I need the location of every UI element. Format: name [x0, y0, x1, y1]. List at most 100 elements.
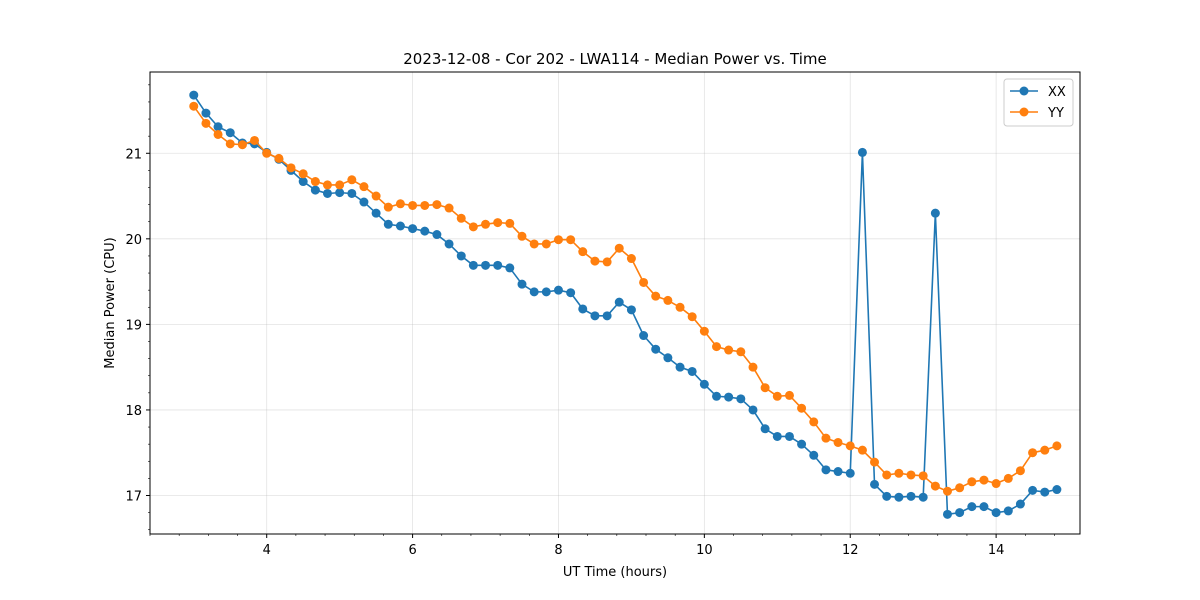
tick-layer: 4 6 8 10 12 14 17 18 19 20 21 [125, 84, 1055, 558]
data-point-yy [481, 219, 491, 229]
legend-label-yy: YY [1047, 106, 1064, 121]
data-point-xx [809, 450, 819, 460]
data-point-yy [359, 182, 369, 192]
data-point-xx [626, 305, 636, 315]
data-point-yy [1015, 466, 1025, 476]
data-point-xx [201, 108, 211, 118]
data-point-xx [724, 392, 734, 402]
legend: XX YY [1003, 78, 1074, 127]
data-point-xx [870, 479, 880, 489]
data-point-yy [395, 199, 405, 209]
data-point-yy [870, 457, 880, 467]
data-point-yy [1003, 473, 1013, 483]
data-point-yy [383, 202, 393, 212]
data-point-yy [1052, 441, 1062, 451]
data-point-xx [821, 465, 831, 475]
data-point-xx [371, 208, 381, 218]
data-point-xx [359, 197, 369, 207]
data-point-yy [724, 345, 734, 355]
data-point-xx [955, 508, 965, 518]
data-point-yy [274, 153, 284, 163]
y-tick-label: 21 [125, 147, 142, 162]
data-point-xx [1040, 487, 1050, 497]
data-point-yy [991, 479, 1001, 489]
data-point-xx [529, 287, 539, 297]
y-tick-label: 17 [125, 490, 142, 505]
data-point-yy [712, 342, 722, 352]
data-point-yy [420, 200, 430, 210]
data-point-xx [651, 344, 661, 354]
data-point-yy [955, 483, 965, 493]
legend-marker-xx [1019, 86, 1029, 96]
data-point-yy [663, 295, 673, 305]
data-point-xx [991, 508, 1001, 518]
data-point-xx [882, 491, 892, 501]
data-point-xx [590, 311, 600, 321]
data-point-yy [1028, 448, 1038, 458]
data-point-xx [712, 391, 722, 401]
data-point-yy [310, 177, 320, 187]
data-point-xx [614, 297, 624, 307]
data-point-xx [456, 251, 466, 261]
legend-marker-yy [1019, 107, 1029, 117]
data-point-yy [590, 256, 600, 266]
data-point-yy [651, 291, 661, 301]
data-point-yy [225, 139, 235, 149]
data-point-xx [493, 260, 503, 270]
data-point-xx [566, 288, 576, 298]
data-point-xx [335, 188, 345, 198]
data-point-xx [444, 239, 454, 249]
data-point-yy [286, 163, 296, 173]
data-point-xx [663, 353, 673, 363]
data-point-yy [578, 247, 588, 257]
data-point-xx [468, 260, 478, 270]
data-point-xx [906, 491, 916, 501]
data-point-yy [809, 417, 819, 427]
data-point-xx [1028, 485, 1038, 495]
data-point-xx [1003, 506, 1013, 516]
series-yy [189, 101, 1062, 496]
data-point-yy [468, 222, 478, 232]
data-point-yy [541, 239, 551, 249]
data-point-xx [578, 304, 588, 314]
data-point-yy [602, 257, 612, 267]
data-point-xx [833, 467, 843, 477]
data-point-xx [760, 424, 770, 434]
data-point-yy [566, 235, 576, 245]
data-point-yy [262, 148, 272, 158]
data-point-xx [699, 379, 709, 389]
data-point-yy [918, 471, 928, 481]
data-point-xx [481, 260, 491, 270]
data-point-xx [1052, 485, 1062, 495]
data-point-xx [1015, 499, 1025, 509]
data-point-xx [687, 366, 697, 376]
x-tick-label: 12 [842, 543, 859, 558]
data-point-xx [541, 287, 551, 297]
x-tick-label: 4 [263, 543, 271, 558]
data-point-yy [979, 475, 989, 485]
data-point-yy [760, 383, 770, 393]
data-point-xx [736, 394, 746, 404]
data-point-xx [748, 405, 758, 415]
data-point-yy [529, 239, 539, 249]
data-point-yy [687, 312, 697, 322]
x-tick-label: 10 [696, 543, 713, 558]
data-point-yy [335, 180, 345, 190]
x-tick-label: 14 [988, 543, 1005, 558]
plot-frame [149, 71, 1081, 535]
data-point-xx [845, 468, 855, 478]
y-tick-label: 18 [125, 404, 142, 419]
data-point-yy [748, 362, 758, 372]
data-point-yy [833, 437, 843, 447]
data-point-yy [432, 200, 442, 210]
data-point-xx [553, 285, 563, 295]
data-point-yy [371, 191, 381, 201]
data-point-xx [772, 431, 782, 441]
data-point-yy [894, 468, 904, 478]
data-point-yy [906, 470, 916, 480]
data-point-xx [602, 311, 612, 321]
data-point-yy [639, 277, 649, 287]
data-point-yy [675, 302, 685, 312]
data-point-yy [322, 180, 332, 190]
